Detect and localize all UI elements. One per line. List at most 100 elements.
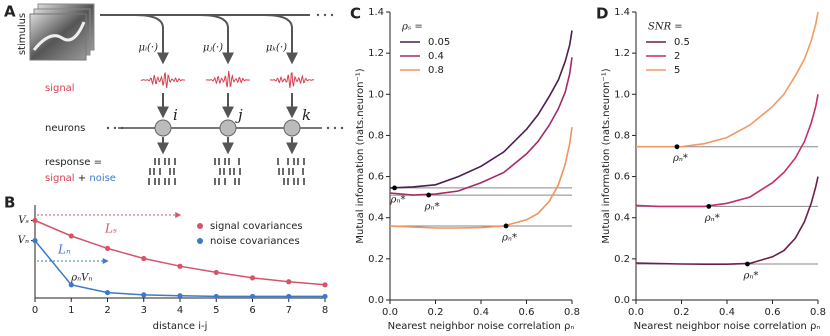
panel-label: C: [350, 5, 361, 23]
data-point: [286, 279, 292, 285]
plus: +: [78, 173, 86, 184]
x-tick-label: 7: [286, 305, 292, 316]
panel-label: A: [4, 3, 16, 21]
signal-wave: [270, 72, 315, 89]
x-axis-label: Nearest neighbor noise correlation ρₙ: [388, 321, 575, 332]
x-axis-label: distance i-j: [153, 321, 208, 332]
tuning-arrow: [134, 14, 169, 65]
data-point: [177, 263, 183, 269]
y-tick-label: 1.2: [614, 48, 630, 59]
optimum-point: [392, 185, 397, 191]
y-tick-label: 0.0: [368, 295, 384, 306]
y-tick-label: 1.0: [368, 89, 384, 100]
x-tick-label: 0.0: [382, 307, 398, 318]
optimum-point: [674, 144, 680, 150]
y-tick-label: 0.8: [368, 130, 384, 141]
legend-marker: [197, 238, 203, 244]
y-tick-label: 0.8: [614, 130, 630, 141]
optimum-point: [745, 261, 750, 267]
x-tick-label: 4: [177, 305, 183, 316]
ellipsis-dot: [106, 126, 110, 130]
ellipsis-dot: [113, 126, 117, 130]
y-tick-label: 0.0: [614, 295, 630, 306]
y-tick-label: 0.4: [368, 213, 384, 224]
x-tick-label: 0.4: [473, 307, 489, 318]
y-tick-label: 0.2: [614, 254, 630, 265]
data-point: [249, 293, 256, 300]
data-point: [104, 245, 111, 251]
response-formula: signal + noise: [45, 173, 116, 184]
data-point: [68, 233, 74, 239]
tuning-arrow: [263, 14, 298, 65]
data-point: [322, 293, 328, 300]
data-point: [68, 282, 74, 288]
optimum-label: ρₙ*: [424, 202, 440, 213]
response-noise: noise: [89, 173, 116, 184]
data-point: [104, 289, 111, 296]
annotation: ρₙVₙ: [70, 273, 92, 284]
optimum-label: ρₙ*: [704, 213, 720, 224]
data-point: [32, 238, 38, 244]
y-tick-label: 1.2: [368, 48, 384, 59]
ellipsis-dot: [323, 13, 327, 17]
neuron-label: i: [173, 106, 178, 124]
neuron: [219, 119, 237, 137]
signal-wave: [205, 71, 251, 88]
signal-label: signal: [45, 83, 75, 94]
data-point: [213, 269, 219, 276]
series-line: [389, 57, 573, 196]
x-tick-label: 3: [141, 305, 147, 316]
stimulus-label: stimulus: [17, 13, 28, 55]
ellipsis-dot: [333, 126, 337, 130]
x-tick-label: 0: [32, 305, 38, 316]
tuning-label: μⱼ(·): [203, 43, 223, 54]
data-point: [322, 282, 328, 288]
optimum-label: ρₙ*: [390, 194, 406, 205]
x-tick-label: 8: [322, 305, 328, 316]
x-tick-label: 0.0: [628, 307, 644, 318]
legend-title: SNR =: [648, 22, 683, 33]
optimum-point: [426, 192, 432, 198]
legend-title: ρₛ =: [401, 22, 423, 33]
x-tick-label: 0.2: [428, 307, 444, 318]
x-tick-label: 6: [249, 305, 255, 316]
legend-label: 2: [674, 51, 680, 62]
y-tick-label: Vₛ: [18, 215, 29, 226]
y-tick-label: 1.4: [368, 7, 384, 18]
x-tick-label: 1: [68, 305, 74, 316]
x-tick-label: 0.6: [519, 307, 535, 318]
neuron: [283, 119, 301, 137]
ellipsis-dot: [120, 126, 124, 130]
y-axis-label: Mutual information (nats.neuron⁻¹): [355, 68, 366, 243]
y-tick-label: 0.2: [368, 254, 384, 265]
y-tick-label: 1.4: [614, 7, 630, 18]
annotation: Lₙ: [57, 243, 71, 257]
tuning-arrow: [199, 14, 234, 65]
y-axis-label: Mutual information (nats.neuron⁻¹): [601, 68, 612, 243]
legend-label: 0.4: [428, 51, 444, 62]
ellipsis-dot: [330, 13, 334, 17]
panel-label: D: [596, 5, 608, 23]
optimum-label: ρₙ*: [672, 153, 688, 164]
response-label: response =: [45, 157, 102, 168]
x-tick-label: 0.8: [810, 307, 826, 318]
x-tick-label: 0.8: [564, 307, 580, 318]
data-point: [177, 293, 183, 299]
legend-label: 0.05: [428, 37, 450, 48]
data-point: [32, 217, 38, 224]
data-point: [213, 293, 219, 300]
y-tick-label: 0.6: [614, 172, 630, 183]
x-tick-label: 0.4: [719, 307, 735, 318]
optimum-label: ρₙ*: [501, 232, 517, 243]
ellipsis-dot: [340, 126, 344, 130]
y-tick-label: Vₙ: [18, 235, 29, 246]
x-tick-label: 0.6: [765, 307, 781, 318]
neuron-label: k: [302, 106, 311, 124]
legend-label: noise covariances: [210, 236, 300, 247]
x-tick-label: 2: [104, 305, 110, 316]
neuron: [154, 119, 172, 137]
annotation: Lₛ: [104, 222, 117, 236]
ellipsis-dot: [316, 13, 320, 17]
panel-label: B: [4, 194, 15, 212]
